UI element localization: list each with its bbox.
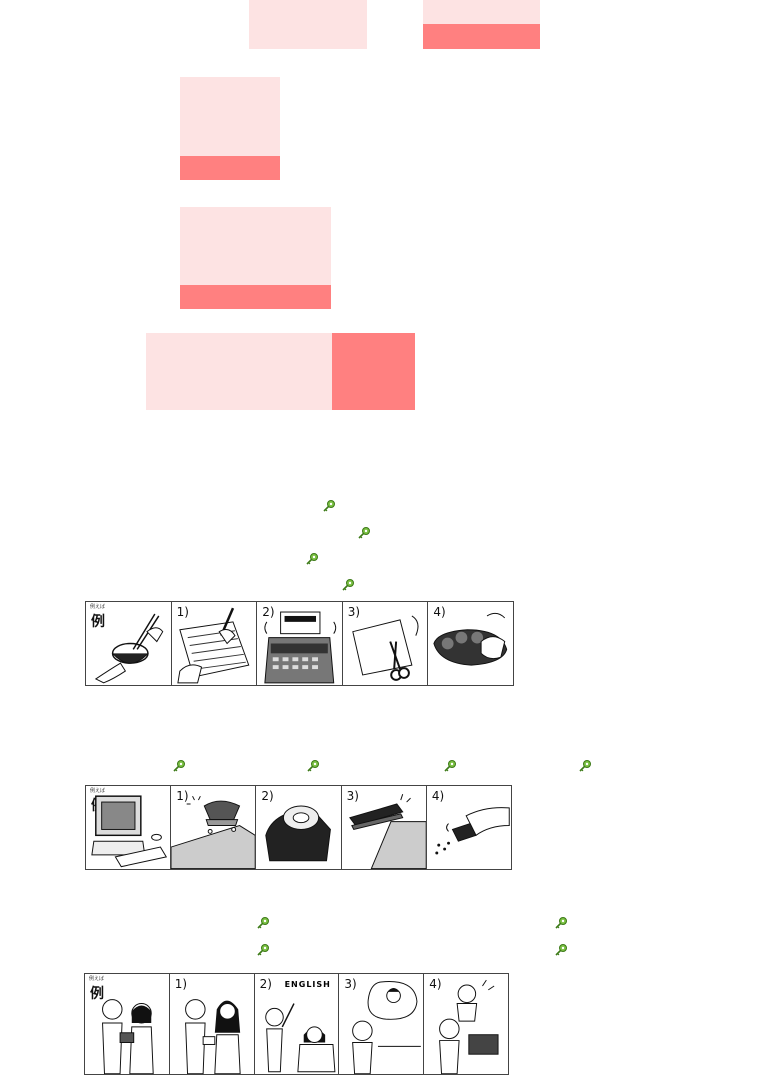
green-key-icon[interactable]	[172, 759, 186, 773]
computer-icon	[91, 795, 168, 868]
tape-dispenser-icon	[265, 805, 332, 862]
highlight-bar	[180, 156, 280, 180]
panel-4[interactable]: 4)	[423, 974, 508, 1074]
panel-label: 3)	[344, 977, 357, 991]
green-key-icon[interactable]	[357, 526, 371, 540]
conversation-icon	[184, 999, 241, 1074]
panel-3[interactable]: 3)	[340, 786, 426, 869]
green-key-icon[interactable]	[341, 578, 355, 592]
panel-example[interactable]: 例えば 例	[86, 786, 170, 869]
picture-strip-3: 例えば 例 1) 2) ENGLISH	[84, 973, 509, 1075]
highlight-block	[423, 0, 540, 24]
panel-label: 4)	[431, 789, 445, 803]
panel-1[interactable]: 1)	[168, 974, 254, 1074]
panel-3[interactable]: 3)	[341, 602, 428, 685]
panel-example[interactable]: 例えば 例	[85, 974, 169, 1074]
highlight-block	[180, 77, 280, 156]
hole-punch-icon	[171, 795, 256, 869]
picture-strip-1: 例えば 例 1) 2)	[85, 601, 514, 686]
rice-bowl-chopsticks-icon	[94, 613, 164, 684]
panel-label: 2)	[259, 977, 272, 991]
washing-dishes-icon	[433, 612, 508, 666]
fax-machine-icon	[264, 611, 337, 684]
highlight-bar	[423, 24, 540, 49]
green-key-icon[interactable]	[306, 759, 320, 773]
panel-label: 4)	[433, 605, 446, 619]
panel-1[interactable]: 1)	[170, 602, 257, 685]
highlight-block	[146, 333, 332, 410]
highlight-bar	[332, 333, 415, 410]
panel-tiny-label: 例えば	[90, 604, 106, 610]
panel-label: 1)	[176, 789, 189, 803]
panel-label: 4)	[429, 977, 442, 991]
highlight-bar	[180, 285, 331, 309]
thinking-icon	[352, 981, 422, 1074]
classroom-icon	[264, 1003, 336, 1073]
panel-tiny-label: 例えば	[90, 788, 106, 794]
green-key-icon[interactable]	[322, 499, 336, 513]
panel-label: 例	[91, 614, 105, 630]
handing-book-icon	[102, 999, 154, 1074]
panel-2[interactable]: 2)	[256, 602, 342, 685]
panel-1[interactable]: 1)	[170, 786, 256, 869]
scissors-paper-icon	[352, 615, 419, 681]
highlight-block	[180, 207, 331, 285]
panel-4[interactable]: 4)	[425, 786, 511, 869]
panel-label: 2)	[262, 605, 275, 619]
picture-strip-2: 例えば 例 1) 2) 3)	[85, 785, 512, 870]
panel-tiny-label: 例えば	[89, 976, 105, 982]
panel-label: 3)	[346, 789, 359, 803]
green-key-icon[interactable]	[554, 943, 568, 957]
board-text: ENGLISH	[284, 980, 331, 989]
green-key-icon[interactable]	[578, 759, 592, 773]
phone-call-icon	[439, 979, 499, 1074]
green-key-icon[interactable]	[256, 916, 270, 930]
eraser-icon	[435, 807, 510, 855]
highlight-block	[249, 0, 367, 49]
green-key-icon[interactable]	[554, 916, 568, 930]
panel-4[interactable]: 4)	[427, 602, 513, 685]
green-key-icon[interactable]	[256, 943, 270, 957]
green-key-icon[interactable]	[305, 552, 319, 566]
panel-2[interactable]: 2) ENGLISH	[253, 974, 339, 1074]
green-key-icon[interactable]	[443, 759, 457, 773]
panel-3[interactable]: 3)	[338, 974, 423, 1074]
writing-paper-icon	[176, 607, 249, 684]
panel-2[interactable]: 2)	[255, 786, 340, 869]
panel-label: 3)	[347, 605, 361, 619]
panel-label: 例	[90, 986, 104, 1002]
stapler-icon	[348, 794, 426, 869]
panel-label: 1)	[176, 605, 189, 619]
panel-label: 1)	[174, 977, 188, 991]
panel-label: 2)	[261, 789, 274, 803]
panel-example[interactable]: 例えば 例	[86, 602, 171, 685]
